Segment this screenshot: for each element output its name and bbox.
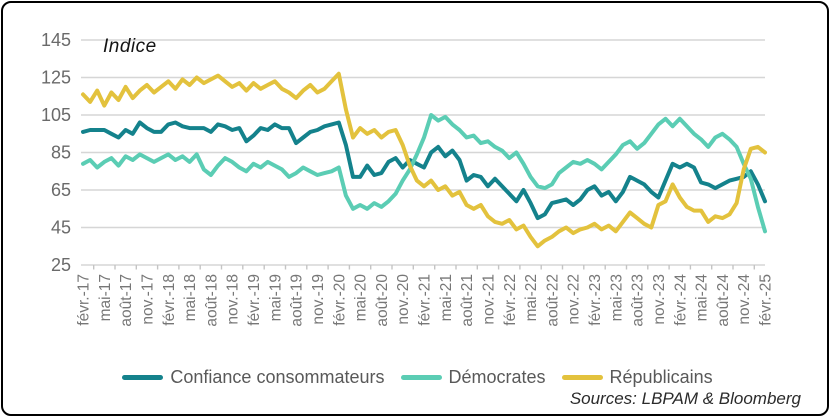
x-tick-label: mai-21	[438, 274, 455, 321]
series-line-republicains	[81, 71, 767, 249]
x-tick-label: mai-19	[267, 274, 284, 321]
confiance-line-swatch-icon	[122, 375, 164, 380]
chart-area: 145 125 105 85 65 45 25 févr.-17 mai-17 août-17 no…	[3, 3, 827, 363]
legend-item-democrates: Démocrates	[400, 367, 546, 388]
legend-label-democrates: Démocrates	[448, 367, 546, 387]
x-tick-label: mai-20	[353, 274, 370, 322]
x-tick-label: août-22	[544, 274, 561, 327]
legend-label-confiance: Confiance consommateurs	[170, 367, 385, 387]
x-tick-label: févr.-18	[161, 274, 178, 326]
y-tick-label: 125	[41, 68, 71, 88]
y-axis-title: Indice	[103, 36, 157, 57]
x-tick-label: févr.-23	[587, 274, 604, 326]
x-tick-label: nov.-22	[566, 274, 583, 325]
x-tick-label: août-17	[118, 274, 135, 327]
y-tick-label: 65	[51, 180, 71, 200]
series-line-confiance	[81, 120, 767, 221]
x-tick-label: nov.-19	[310, 274, 327, 325]
x-tick-label: mai-18	[182, 274, 199, 321]
x-tick-label: août-19	[289, 274, 306, 327]
y-tick-label: 45	[51, 218, 71, 238]
x-tick-label: févr.-19	[246, 274, 263, 326]
legend-item-republicains: Républicains	[561, 367, 713, 388]
x-tick-label: août-23	[630, 274, 647, 327]
x-tick-label: août-18	[203, 274, 220, 327]
x-tick-label: nov.-20	[395, 274, 412, 325]
x-tick-label: févr.-22	[502, 274, 519, 326]
x-tick-label: févr.-25	[758, 274, 775, 326]
sources-note: Sources: LBPAM & Bloomberg	[569, 389, 801, 408]
x-tick-label: mai-23	[608, 274, 625, 321]
chart-legend: Confiance consommateurs Démocrates Répub…	[3, 367, 827, 388]
democrates-line-swatch-icon	[400, 375, 442, 380]
x-tick-label: mai-17	[97, 274, 114, 321]
x-tick-label: août-20	[374, 274, 391, 327]
x-tick-label: mai-22	[523, 274, 540, 321]
x-tick-label: févr.-17	[76, 274, 93, 326]
x-tick-label: nov.-17	[139, 274, 156, 325]
x-tick-label: nov.-24	[736, 274, 753, 325]
republicains-line-swatch-icon	[561, 375, 603, 380]
y-tick-label: 25	[51, 255, 71, 275]
x-tick-label: févr.-24	[672, 274, 689, 326]
x-tick-label: nov.-18	[225, 274, 242, 325]
y-tick-label: 145	[41, 30, 71, 50]
x-tick-label: févr.-21	[417, 274, 434, 326]
x-tick-label: nov.-23	[651, 274, 668, 325]
x-tick-label: août-21	[459, 274, 476, 327]
legend-label-republicains: Républicains	[609, 367, 713, 387]
series-line-democrates	[81, 113, 767, 234]
y-tick-label: 85	[51, 143, 71, 163]
x-tick-label: févr.-20	[331, 274, 348, 326]
x-tick-label: août-24	[715, 274, 732, 327]
y-tick-label: 105	[41, 105, 71, 125]
x-tick-label: mai-24	[694, 274, 711, 322]
x-tick-label: nov.-21	[480, 274, 497, 325]
legend-item-confiance: Confiance consommateurs	[122, 367, 385, 388]
